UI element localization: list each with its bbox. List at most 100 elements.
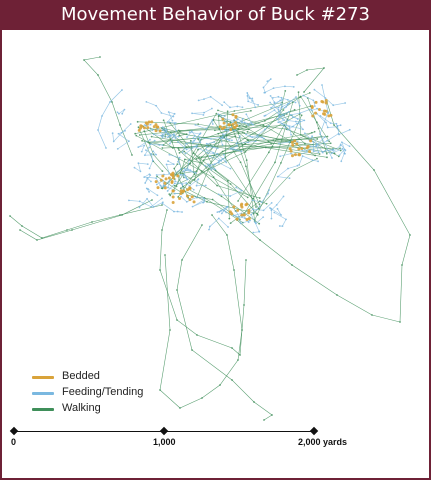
feeding-path <box>145 149 154 169</box>
walking-excursion-point <box>239 354 241 356</box>
feeding-path-point <box>261 136 263 139</box>
feeding-path-point <box>229 106 231 109</box>
walking-path-point <box>169 194 172 197</box>
feeding-path-point <box>145 100 148 103</box>
walking-excursion-point <box>336 294 338 296</box>
walking-path-point <box>171 141 174 143</box>
walking-path-point <box>246 139 249 141</box>
feeding-path-point <box>149 138 151 141</box>
bedded-point <box>154 180 158 184</box>
feeding-path <box>244 114 255 126</box>
feeding-path-point <box>152 150 155 153</box>
walking-tracks <box>9 56 411 421</box>
feeding-path-point <box>282 195 285 198</box>
bedded-point <box>324 109 328 113</box>
bedded-point <box>324 101 328 105</box>
feeding-path <box>281 123 304 130</box>
feeding-path-point <box>303 132 306 135</box>
feeding-path-point <box>295 122 298 125</box>
walking-excursion <box>19 199 153 241</box>
walking-excursion-point <box>323 67 325 69</box>
bedded-point <box>139 124 143 128</box>
feeding-path-point <box>198 133 201 135</box>
feeding-path-point <box>285 105 288 108</box>
feeding-path-point <box>269 101 271 104</box>
walking-path-point <box>293 108 296 111</box>
walking-path <box>254 115 302 221</box>
feeding-path-point <box>149 123 152 126</box>
feeding-path-point <box>247 221 250 224</box>
bedded-point <box>234 114 238 118</box>
feeding-path-point <box>316 107 318 110</box>
bedded-point <box>290 154 294 158</box>
bedded-point <box>163 186 167 190</box>
feeding-path-point <box>208 155 211 158</box>
feeding-path-point <box>276 118 278 120</box>
feeding-path-point <box>172 163 175 166</box>
feeding-path-point <box>166 190 169 192</box>
feeding-path-point <box>137 146 140 149</box>
feeding-path-point <box>321 151 324 154</box>
feeding-path-point <box>263 115 266 117</box>
feeding-path-point <box>343 152 346 155</box>
walking-excursion-point <box>245 259 247 261</box>
walking-path-point <box>211 198 214 201</box>
walking-path-point <box>272 139 275 142</box>
walking-excursion <box>236 101 411 323</box>
scale-bar: 0 1,000 2,000 yards <box>2 420 429 450</box>
bedded-point <box>231 113 235 117</box>
feeding-path-point <box>340 141 343 144</box>
feeding-path-point <box>247 124 250 126</box>
walking-excursion-point <box>66 229 68 231</box>
feeding-path-point <box>174 122 177 124</box>
feeding-path <box>156 168 181 176</box>
feeding-path-point <box>199 141 202 144</box>
feeding-path-point <box>203 98 205 100</box>
feeding-path-point <box>149 143 152 146</box>
feeding-path-point <box>305 150 308 153</box>
feeding-path-point <box>205 145 208 148</box>
walking-path-point <box>318 153 321 155</box>
feeding-path-point <box>278 115 280 118</box>
feeding-path-point <box>209 95 212 98</box>
feeding-path <box>192 108 213 116</box>
feeding-path <box>276 165 298 179</box>
feeding-path <box>182 168 191 180</box>
walking-excursion-point <box>263 419 265 421</box>
feeding-path-point <box>225 161 228 164</box>
feeding-path <box>331 145 346 154</box>
feeding-path <box>169 154 181 165</box>
feeding-path <box>162 203 183 213</box>
feeding-path-point <box>239 135 241 138</box>
feeding-path-point <box>161 136 164 139</box>
feeding-path <box>336 124 350 135</box>
feeding-path-point <box>287 167 289 170</box>
feeding-path <box>222 133 233 141</box>
walking-excursion <box>83 56 133 156</box>
feeding-path-point <box>97 129 99 131</box>
walking-excursion-point <box>97 74 99 76</box>
feeding-path-point <box>217 113 220 116</box>
feeding-path-point <box>223 153 225 156</box>
walking-excursion-point <box>164 254 166 256</box>
feeding-path-point <box>283 106 286 109</box>
walking-excursion-point <box>296 74 298 76</box>
feeding-path-point <box>155 104 158 107</box>
bedded-point <box>290 140 294 144</box>
feeding-path-point <box>168 172 171 175</box>
bedded-point <box>146 126 150 130</box>
feeding-path <box>186 130 196 139</box>
feeding-swatch <box>32 392 54 395</box>
feeding-path-point <box>217 217 220 220</box>
bedded-point <box>139 126 143 130</box>
walking-path-point <box>177 148 180 151</box>
feeding-path-point <box>192 188 195 191</box>
feeding-path-point <box>158 144 161 146</box>
walking-excursion-point <box>233 269 235 271</box>
bedded-point <box>317 107 321 111</box>
bedded-point <box>158 129 162 133</box>
walking-excursion-point <box>303 91 305 93</box>
feeding-path-point <box>161 197 163 200</box>
feeding-path-point <box>155 183 158 186</box>
